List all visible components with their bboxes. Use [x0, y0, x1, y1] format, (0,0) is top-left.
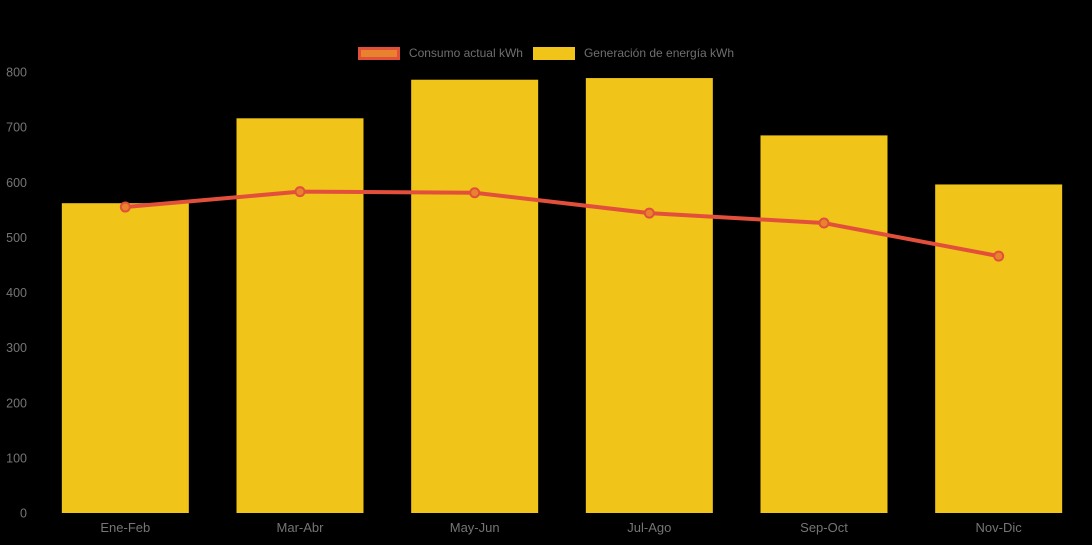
bar-Ene-Feb[interactable] — [61, 203, 189, 513]
y-axis-tick-label-100: 100 — [6, 451, 27, 465]
bar-Nov-Dic[interactable] — [935, 184, 1063, 513]
bar-May-Jun[interactable] — [411, 79, 539, 513]
legend-label-generacion-energia: Generación de energía kWh — [583, 46, 735, 60]
legend-item-generacion-energia[interactable]: Generación de energía kWh — [532, 46, 735, 60]
bar-Sep-Oct[interactable] — [760, 135, 888, 514]
y-axis-tick-label-500: 500 — [6, 231, 27, 245]
line-point-Ene-Feb[interactable] — [119, 201, 131, 213]
x-axis-label-Nov-Dic: Nov-Dic — [976, 520, 1023, 535]
y-axis-tick-label-0: 0 — [20, 507, 27, 521]
legend-swatch-bar-icon — [532, 46, 575, 60]
line-point-May-Jun[interactable] — [469, 187, 481, 199]
y-axis-tick-label-200: 200 — [6, 396, 27, 410]
x-axis-label-May-Jun: May-Jun — [450, 520, 500, 535]
x-axis-label-Jul-Ago: Jul-Ago — [627, 520, 671, 535]
bar-Jul-Ago[interactable] — [585, 78, 713, 513]
line-point-Jul-Ago[interactable] — [643, 207, 655, 219]
y-axis-tick-label-400: 400 — [6, 286, 27, 300]
line-point-Sep-Oct[interactable] — [818, 217, 830, 229]
y-axis-tick-label-800: 800 — [6, 66, 27, 80]
y-axis-tick-label-300: 300 — [6, 341, 27, 355]
x-axis-label-Ene-Feb: Ene-Feb — [100, 520, 150, 535]
legend-label-consumo-actual: Consumo actual kWh — [408, 46, 523, 60]
line-point-Mar-Abr[interactable] — [294, 186, 306, 198]
x-axis-label-Sep-Oct: Sep-Oct — [800, 520, 848, 535]
bar-Mar-Abr[interactable] — [236, 118, 364, 514]
legend-swatch-line-icon — [357, 46, 400, 60]
x-axis-label-Mar-Abr: Mar-Abr — [277, 520, 325, 535]
consumo-line — [123, 189, 1001, 259]
y-axis-tick-label-700: 700 — [6, 121, 27, 135]
y-axis-tick-label-600: 600 — [6, 176, 27, 190]
line-point-Nov-Dic[interactable] — [993, 250, 1005, 262]
legend: Consumo actual kWh Generación de energía… — [0, 46, 1092, 60]
legend-item-consumo-actual[interactable]: Consumo actual kWh — [357, 46, 523, 60]
